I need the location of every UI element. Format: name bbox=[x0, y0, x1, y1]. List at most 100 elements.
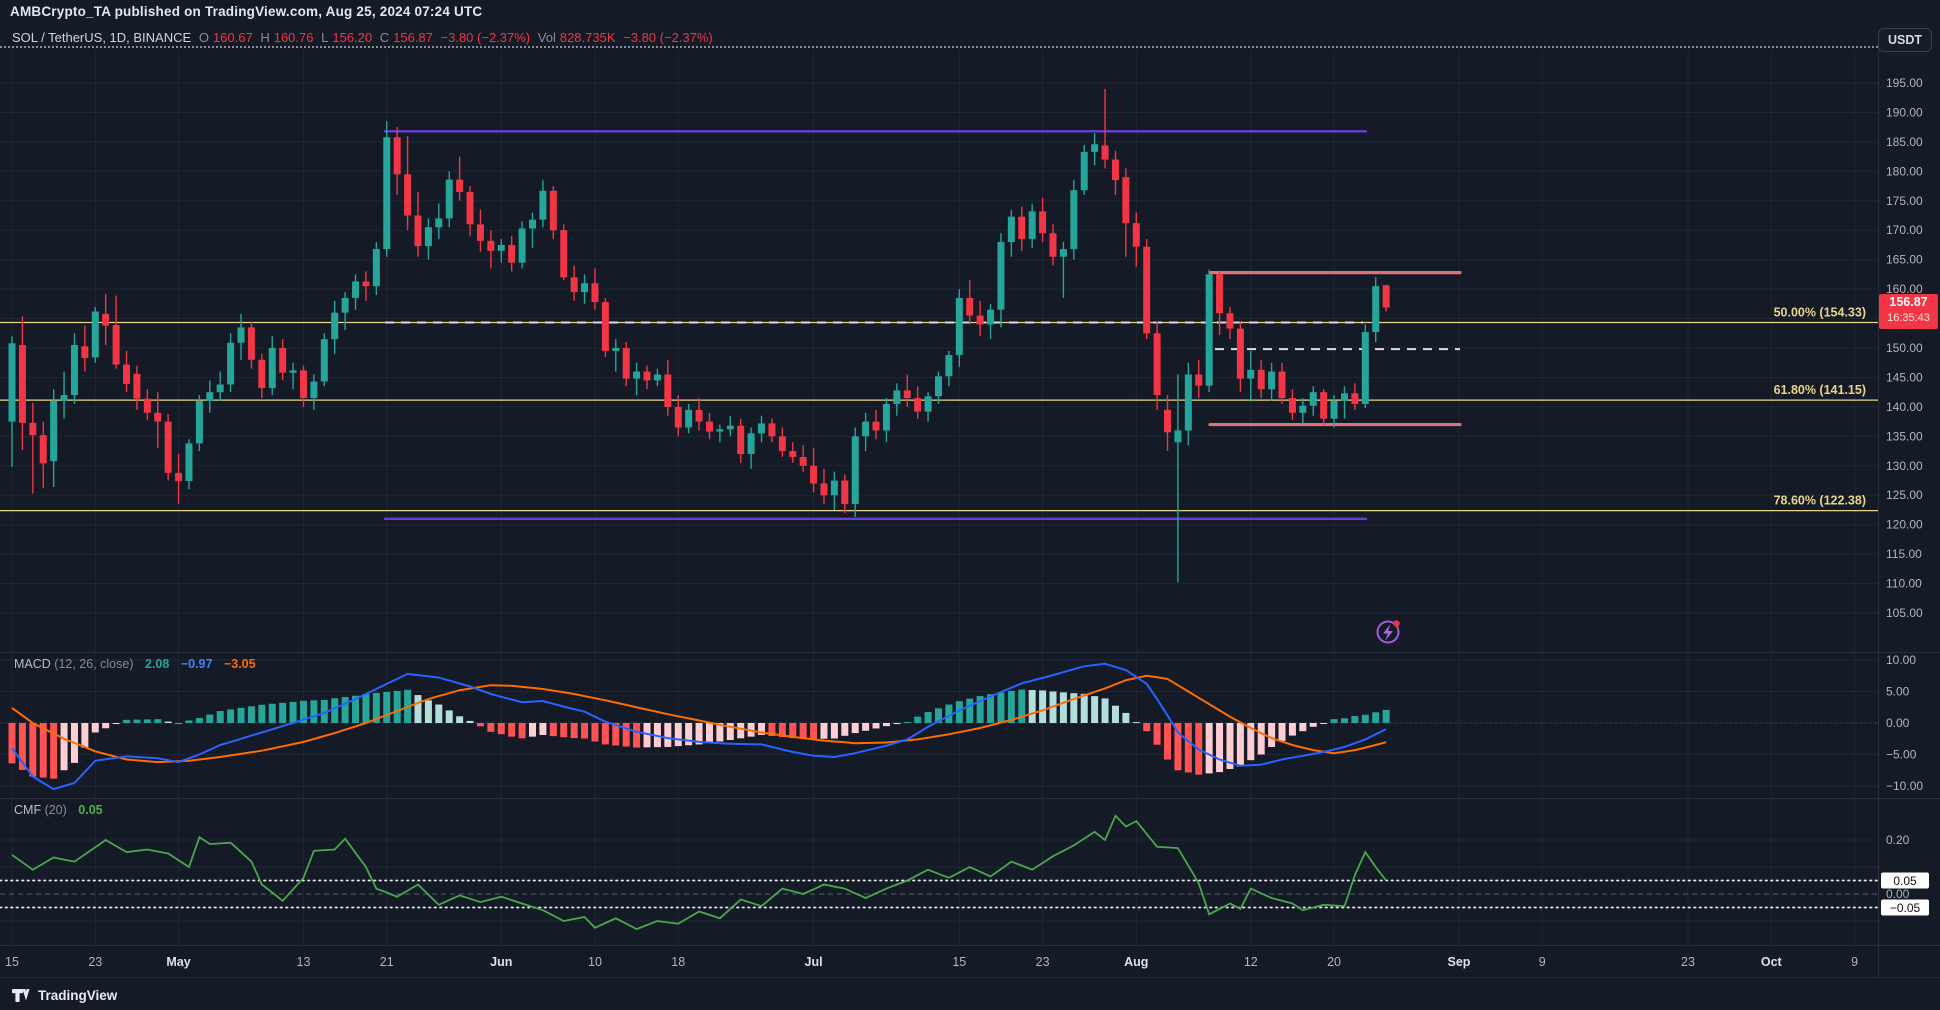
candle-body bbox=[1007, 216, 1015, 243]
candle-body bbox=[175, 472, 183, 482]
cmf-tick-label: 0.00 bbox=[1886, 887, 1910, 901]
price-tick-label: 115.00 bbox=[1886, 547, 1922, 561]
macd-histogram-bar bbox=[1372, 712, 1380, 723]
quick-action-icon-group[interactable] bbox=[1376, 620, 1400, 644]
time-axis[interactable]: 15 23 May 13 21 Jun 10 18 Jul 15 23 Aug 12 20 Sep 9 23 Oc… bbox=[5, 955, 1858, 969]
candle-body bbox=[1278, 371, 1286, 399]
macd-histogram-bar bbox=[581, 723, 589, 739]
macd-histogram-bar bbox=[476, 723, 484, 727]
price-tick-label: 175.00 bbox=[1886, 194, 1923, 208]
cmf-line bbox=[11, 814, 1387, 931]
macd-histogram-bar bbox=[841, 723, 849, 736]
bar-countdown: 16:35:43 bbox=[1887, 312, 1930, 324]
fib-label: 78.60% (122.38) bbox=[1774, 494, 1866, 508]
macd-histogram-bar bbox=[560, 723, 568, 738]
macd-histogram-bar bbox=[1164, 723, 1172, 760]
macd-histogram-bar bbox=[1216, 723, 1224, 773]
candle-body bbox=[81, 346, 89, 359]
macd-histogram-bar bbox=[872, 723, 880, 729]
macd-histogram-bar bbox=[299, 700, 307, 723]
macd-histogram-bar bbox=[1351, 716, 1359, 723]
macd-histogram-bar bbox=[1122, 712, 1130, 723]
candle-body bbox=[279, 348, 287, 373]
macd-histogram-bar bbox=[851, 723, 859, 734]
candle-body bbox=[1309, 392, 1317, 406]
macd-histogram-bar bbox=[997, 692, 1005, 723]
candle-body bbox=[601, 302, 609, 351]
candle-body bbox=[768, 423, 776, 437]
macd-line-value: −0.97 bbox=[180, 657, 213, 671]
macd-signal-value: −3.05 bbox=[223, 657, 256, 671]
candle-body bbox=[404, 174, 412, 216]
candle-body bbox=[924, 396, 932, 412]
macd-histogram-bar bbox=[882, 723, 890, 727]
macd-histogram-bar bbox=[862, 723, 870, 731]
macd-histogram-bar bbox=[685, 723, 693, 746]
macd-histogram-bar bbox=[247, 706, 255, 723]
candle-body bbox=[393, 137, 401, 175]
macd-histogram-bar bbox=[1382, 709, 1390, 723]
price-tick-label: 120.00 bbox=[1886, 518, 1923, 532]
candle-body bbox=[1164, 409, 1172, 433]
time-day-label: 20 bbox=[1327, 955, 1341, 969]
macd-histogram-bar bbox=[633, 723, 641, 748]
macd-histogram-bar bbox=[768, 723, 776, 737]
candle-body bbox=[1257, 369, 1265, 390]
macd-histogram-bar bbox=[518, 723, 526, 739]
candle-body bbox=[1340, 393, 1348, 402]
candle-body bbox=[1059, 249, 1067, 257]
currency-toggle-button[interactable]: USDT bbox=[1878, 28, 1932, 52]
macd-histogram-bar bbox=[726, 723, 734, 741]
macd-name: MACD bbox=[14, 657, 51, 671]
grid-layer bbox=[0, 50, 1879, 945]
time-day-label: 9 bbox=[1851, 955, 1858, 969]
lightning-circle-icon[interactable] bbox=[1376, 620, 1400, 644]
macd-tick-label: −5.00 bbox=[1886, 748, 1917, 762]
macd-histogram-bar bbox=[39, 723, 47, 778]
macd-histogram-bar bbox=[237, 707, 245, 723]
macd-histogram-bar bbox=[924, 712, 932, 723]
macd-histogram-bar bbox=[737, 723, 745, 739]
macd-histogram-bar bbox=[164, 721, 172, 723]
macd-histogram-bar bbox=[966, 698, 974, 723]
macd-histogram-bar bbox=[279, 702, 287, 723]
price-tick-label: 125.00 bbox=[1886, 488, 1923, 502]
cmf-band-value-badge bbox=[1881, 872, 1929, 889]
macd-histogram-bar bbox=[1143, 723, 1151, 732]
macd-histogram-bar bbox=[549, 723, 557, 737]
price-tick-label: 145.00 bbox=[1886, 370, 1923, 384]
macd-histogram-bar bbox=[331, 698, 339, 723]
macd-histogram-bar bbox=[195, 717, 203, 723]
candle-body bbox=[1028, 211, 1036, 240]
change-value: −3.80 (−2.37%) bbox=[440, 30, 531, 45]
macd-histogram-bar bbox=[81, 723, 89, 748]
macd-histogram-bar bbox=[393, 690, 401, 723]
candle-body bbox=[352, 281, 360, 298]
macd-histogram-bar bbox=[91, 723, 99, 733]
last-price-badge[interactable]: 156.87 16:35:43 bbox=[1879, 294, 1938, 329]
macd-histogram-bar bbox=[1278, 723, 1286, 741]
lightning-bolt-icon bbox=[1383, 624, 1393, 641]
candle-body bbox=[810, 465, 818, 484]
macd-histogram-bar bbox=[1299, 723, 1307, 732]
macd-histogram-bar bbox=[487, 723, 495, 732]
candle-body bbox=[362, 281, 370, 287]
macd-tick-label: 0.00 bbox=[1886, 716, 1910, 730]
macd-histogram-bar bbox=[466, 720, 474, 723]
macd-histogram-bar bbox=[424, 700, 432, 723]
macd-histogram-bar bbox=[1205, 723, 1213, 774]
candle-body bbox=[206, 392, 214, 402]
candle-body bbox=[529, 219, 536, 229]
volume-value: 828.735K bbox=[559, 30, 616, 45]
candle-body bbox=[372, 249, 380, 287]
candle-body bbox=[872, 421, 880, 431]
macd-histogram-bar bbox=[903, 721, 911, 723]
macd-histogram-bar bbox=[175, 723, 183, 724]
macd-histogram-bar bbox=[133, 719, 141, 723]
macd-histogram-bar bbox=[705, 723, 713, 743]
tradingview-logo[interactable]: TradingView bbox=[12, 986, 117, 1005]
macd-histogram-bar bbox=[664, 723, 672, 747]
cmf-band-value-badge bbox=[1881, 899, 1929, 916]
price-axis[interactable]: 195.00 190.00 185.00 180.00 175.00 170.00 165.… bbox=[1881, 76, 1929, 916]
